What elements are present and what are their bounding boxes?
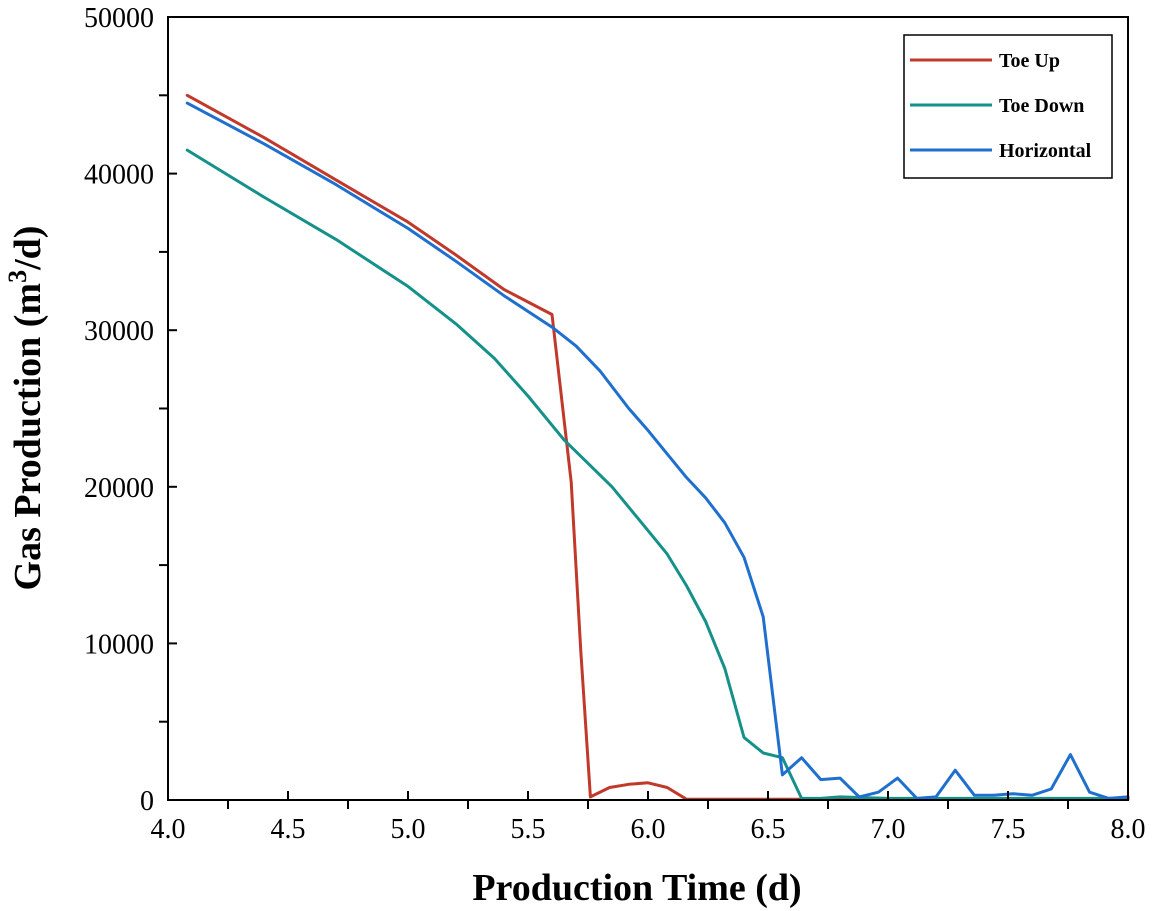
- x-tick-label: 4.0: [151, 814, 186, 845]
- legend-label-toe-down: Toe Down: [999, 95, 1084, 117]
- series-lines: [185, 93, 1130, 801]
- x-tick-label: 7.0: [871, 814, 906, 845]
- x-tick-label: 8.0: [1111, 814, 1146, 845]
- y-tick-label: 10000: [84, 629, 154, 660]
- x-axis-title: Production Time (d): [472, 867, 801, 909]
- legend-label-toe-up: Toe Up: [999, 50, 1060, 72]
- y-tick-label: 0: [140, 786, 154, 817]
- x-axis-ticks: 4.0 4.5 5.0 5.5 6.0 6.5 7.0 7.5 8.0: [151, 791, 1146, 845]
- x-tick-label: 7.5: [991, 814, 1026, 845]
- series-line-horizontal: [185, 101, 1130, 800]
- y-tick-label: 30000: [84, 316, 154, 347]
- y-tick-label: 20000: [84, 473, 154, 504]
- y-axis-title-main: Gas Production (m: [7, 283, 49, 591]
- legend-label-horizontal: Horizontal: [999, 140, 1092, 162]
- y-axis-ticks: 0 10000 20000 30000 40000 50000: [84, 3, 177, 817]
- y-axis-title: Gas Production (m3/d): [3, 226, 49, 591]
- series-line-toe-up: [185, 93, 1130, 801]
- y-axis-title-tail: /d): [7, 226, 49, 271]
- x-tick-label: 5.5: [511, 814, 546, 845]
- y-tick-label: 50000: [84, 3, 154, 34]
- y-axis-title-superscript: 3: [3, 270, 32, 283]
- x-tick-label: 6.5: [751, 814, 786, 845]
- series-line-toe-down: [185, 148, 1130, 800]
- x-tick-label: 5.0: [391, 814, 426, 845]
- y-tick-label: 40000: [84, 160, 154, 191]
- x-tick-label: 6.0: [631, 814, 666, 845]
- x-tick-label: 4.5: [271, 814, 306, 845]
- legend: Toe Up Toe Down Horizontal: [903, 34, 1113, 179]
